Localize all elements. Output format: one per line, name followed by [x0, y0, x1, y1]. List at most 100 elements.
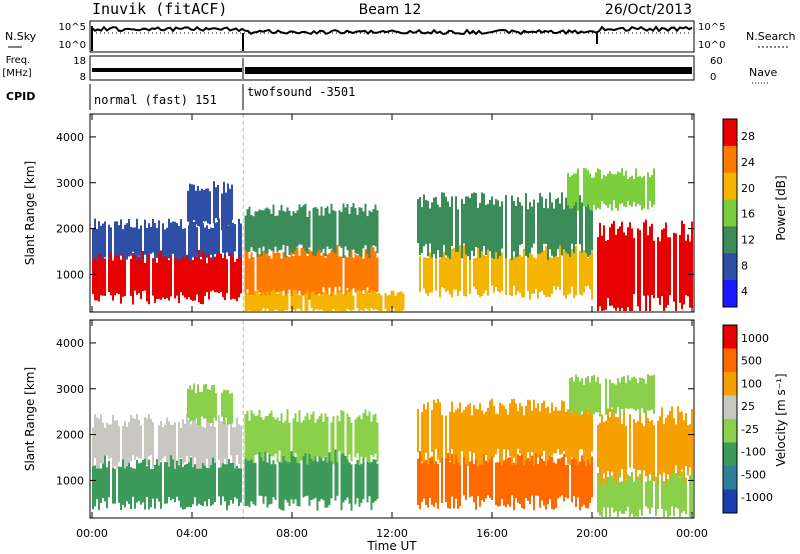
power-echo-strip: [246, 209, 249, 253]
nsky-panel: N.Sky 10^5 10^0 10^5 10^0 N.Search: [5, 20, 796, 53]
power-echo-strip: [587, 170, 589, 205]
velocity-echo-strip: [264, 450, 267, 497]
velocity-echo-strip: [318, 453, 321, 502]
power-echo-band: [244, 244, 379, 300]
power-echo-strip: [248, 258, 251, 299]
power-echo-strip: [270, 291, 273, 311]
velocity-echo-strip: [527, 399, 529, 453]
time-tick-label: 00:00: [676, 527, 708, 540]
power-echo-strip: [350, 207, 353, 250]
power-echo-strip: [653, 240, 655, 299]
velocity-y-axis: 1000 2000 3000 4000: [56, 337, 694, 487]
velocity-echo-strip: [681, 471, 683, 513]
power-echo-strip: [186, 254, 188, 300]
velocity-echo-band: [92, 413, 242, 469]
time-tick-label: 08:00: [276, 527, 308, 540]
power-echo-strip: [312, 207, 315, 256]
power-echo-strip: [234, 262, 236, 300]
power-echo-strip: [350, 249, 353, 292]
power-echo-strip: [102, 258, 104, 296]
velocity-echo-strip: [110, 424, 112, 458]
power-echo-strip: [284, 211, 287, 258]
power-echo-strip: [260, 210, 263, 257]
power-echo-strip: [521, 256, 523, 298]
power-echo-strip: [376, 257, 379, 293]
velocity-echo-strip: [166, 458, 168, 504]
power-echo-strip: [549, 192, 551, 250]
power-echo-strip: [189, 183, 191, 230]
velocity-echo-strip: [575, 405, 577, 460]
velocity-echo-strip: [431, 456, 433, 505]
power-echo-strip: [647, 172, 649, 210]
velocity-echo-strip: [579, 381, 581, 417]
power-echo-strip: [240, 249, 242, 294]
velocity-echo-strip: [206, 416, 208, 459]
power-echo-strip: [547, 249, 549, 297]
velocity-echo-strip: [581, 414, 583, 450]
power-echo-strip: [439, 207, 441, 258]
velocity-echo-strip: [611, 383, 613, 408]
power-echo-strip: [196, 256, 198, 295]
power-echo-strip: [238, 250, 240, 298]
power-echo-strip: [146, 254, 148, 302]
power-echo-strip: [268, 295, 271, 311]
power-echo-strip: [667, 237, 669, 305]
power-echo-strip: [110, 227, 112, 252]
power-echo-strip: [324, 290, 327, 311]
power-echo-strip: [282, 295, 285, 311]
velocity-echo-strip: [288, 462, 291, 506]
velocity-echo-strip: [320, 454, 323, 499]
power-echo-strip: [495, 251, 497, 287]
velocity-echo-strip: [280, 413, 283, 463]
power-echo-strip: [625, 235, 627, 311]
velocity-echo-strip: [641, 423, 643, 482]
power-echo-strip: [320, 206, 323, 253]
power-echo-strip: [218, 251, 220, 294]
power-echo-strip: [231, 184, 233, 220]
power-echo-strip: [541, 245, 543, 291]
freq-panel: Freq. [MHz] 18 8 60 0 Nave: [2, 55, 777, 84]
velocity-echo-strip: [96, 417, 98, 469]
power-echo-strip: [376, 293, 379, 310]
velocity-echo-strip: [579, 461, 581, 511]
power-echo-strip: [445, 196, 447, 256]
velocity-echo-strip: [310, 454, 313, 500]
power-echo-strip: [597, 237, 599, 311]
power-echo-strip: [326, 254, 329, 296]
power-echo-strip: [276, 293, 279, 311]
power-echo-strip: [112, 260, 114, 301]
velocity-echo-strip: [637, 383, 639, 410]
power-echo-strip: [348, 253, 351, 300]
velocity-echo-strip: [633, 376, 635, 410]
power-echo-strip: [435, 251, 437, 291]
velocity-echo-strip: [643, 426, 645, 471]
power-echo-strip: [617, 228, 619, 308]
velocity-echo-strip: [182, 466, 184, 510]
nave-tick-bottom: 0: [710, 72, 716, 83]
power-echo-strip: [467, 196, 469, 257]
power-echo-strip: [515, 245, 517, 296]
velocity-colorbar-swatch: [723, 395, 737, 420]
velocity-echo-strip: [609, 417, 611, 475]
power-echo-strip: [651, 175, 653, 208]
velocity-echo-strip: [200, 425, 202, 469]
nsky-frame: [89, 20, 695, 53]
power-echo-strip: [98, 252, 100, 302]
velocity-echo-strip: [298, 458, 301, 507]
velocity-echo-strip: [238, 424, 240, 464]
velocity-echo-strip: [597, 473, 599, 513]
power-echo-band: [597, 219, 693, 311]
velocity-echo-strip: [160, 421, 162, 461]
velocity-echo-strip: [489, 451, 491, 498]
power-echo-strip: [501, 252, 503, 291]
power-echo-strip: [517, 197, 519, 257]
power-echo-strip: [354, 253, 357, 293]
power-echo-strip: [110, 249, 112, 296]
power-echo-strip: [429, 252, 431, 293]
velocity-echo-strip: [515, 456, 517, 499]
power-echo-strip: [215, 187, 217, 219]
velocity-echo-strip: [517, 411, 519, 449]
power-echo-strip: [272, 204, 275, 252]
velocity-echo-strip: [250, 410, 253, 459]
velocity-echo-strip: [212, 457, 214, 505]
